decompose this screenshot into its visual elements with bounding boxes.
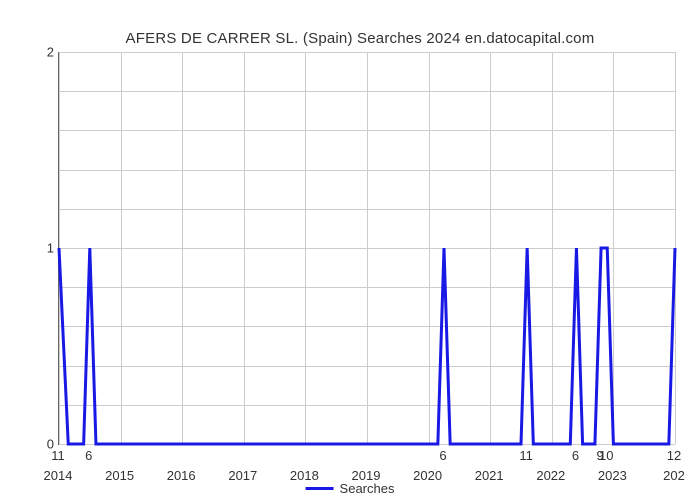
x-tick-label: 2023 (598, 468, 627, 483)
plot-area (58, 52, 675, 445)
grid-line-v (675, 52, 676, 444)
point-label: 11 (51, 448, 65, 463)
point-label: 6 (439, 448, 446, 463)
chart-container: AFERS DE CARRER SL. (Spain) Searches 202… (40, 30, 680, 450)
point-label: 11 (519, 448, 533, 463)
x-tick-label: 2016 (167, 468, 196, 483)
legend: Searches (306, 481, 395, 496)
y-tick-label: 2 (47, 45, 54, 60)
x-tick-label: 2022 (536, 468, 565, 483)
y-tick-label: 1 (47, 241, 54, 256)
legend-swatch (306, 487, 334, 490)
point-label: 10 (599, 448, 613, 463)
chart-title: AFERS DE CARRER SL. (Spain) Searches 202… (40, 30, 680, 47)
point-label: 6 (85, 448, 92, 463)
x-tick-label: 2020 (413, 468, 442, 483)
x-tick-label: 2021 (475, 468, 504, 483)
legend-label: Searches (340, 481, 395, 496)
point-label: 12 (667, 448, 681, 463)
point-label: 6 (572, 448, 579, 463)
x-tick-label: 202 (663, 468, 685, 483)
x-tick-label: 2014 (44, 468, 73, 483)
x-tick-label: 2015 (105, 468, 134, 483)
x-tick-label: 2017 (228, 468, 257, 483)
series-line (59, 52, 675, 444)
